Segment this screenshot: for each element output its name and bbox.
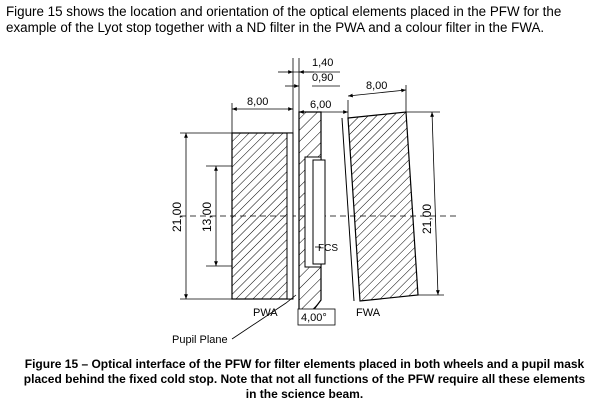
dim-left-height: 21,00 xyxy=(170,202,184,232)
intro-paragraph: Figure 15 shows the location and orienta… xyxy=(6,4,604,36)
label-pupil-plane: Pupil Plane xyxy=(172,334,228,346)
pwa-element xyxy=(231,132,293,300)
dim-fwa-width: 8,00 xyxy=(366,80,387,92)
caption-line-1: Figure 15 – Optical interface of the PFW… xyxy=(24,357,585,371)
dim-inner-height: 13,00 xyxy=(200,202,214,232)
angle-box xyxy=(297,308,336,326)
intro-line-1: Figure 15 shows the location and orienta… xyxy=(6,4,562,19)
figure-caption: Figure 15 – Optical interface of the PFW… xyxy=(8,357,601,402)
dim-top-1: 1,40 xyxy=(312,57,333,69)
dim-top-2: 0,90 xyxy=(312,72,333,84)
dim-angle: 4,00° xyxy=(301,312,327,324)
intro-line-2: example of the Lyot stop together with a… xyxy=(6,20,545,35)
caption-line-3: in the science beam. xyxy=(245,387,364,401)
dim-right-height: 21,00 xyxy=(420,204,434,234)
label-pwa: PWA xyxy=(253,307,278,319)
caption-line-2: placed behind the fixed cold stop. Note … xyxy=(23,372,586,386)
pwa-element-face xyxy=(286,132,294,300)
label-fcs: FCS xyxy=(318,243,338,254)
fwa-element xyxy=(347,111,419,302)
dim-gap: 6,00 xyxy=(310,99,331,111)
pupil-plane-leader xyxy=(231,294,297,340)
fcs-inner xyxy=(312,159,326,265)
dim-pwa-width: 8,00 xyxy=(247,96,268,108)
label-fwa: FWA xyxy=(356,307,381,319)
